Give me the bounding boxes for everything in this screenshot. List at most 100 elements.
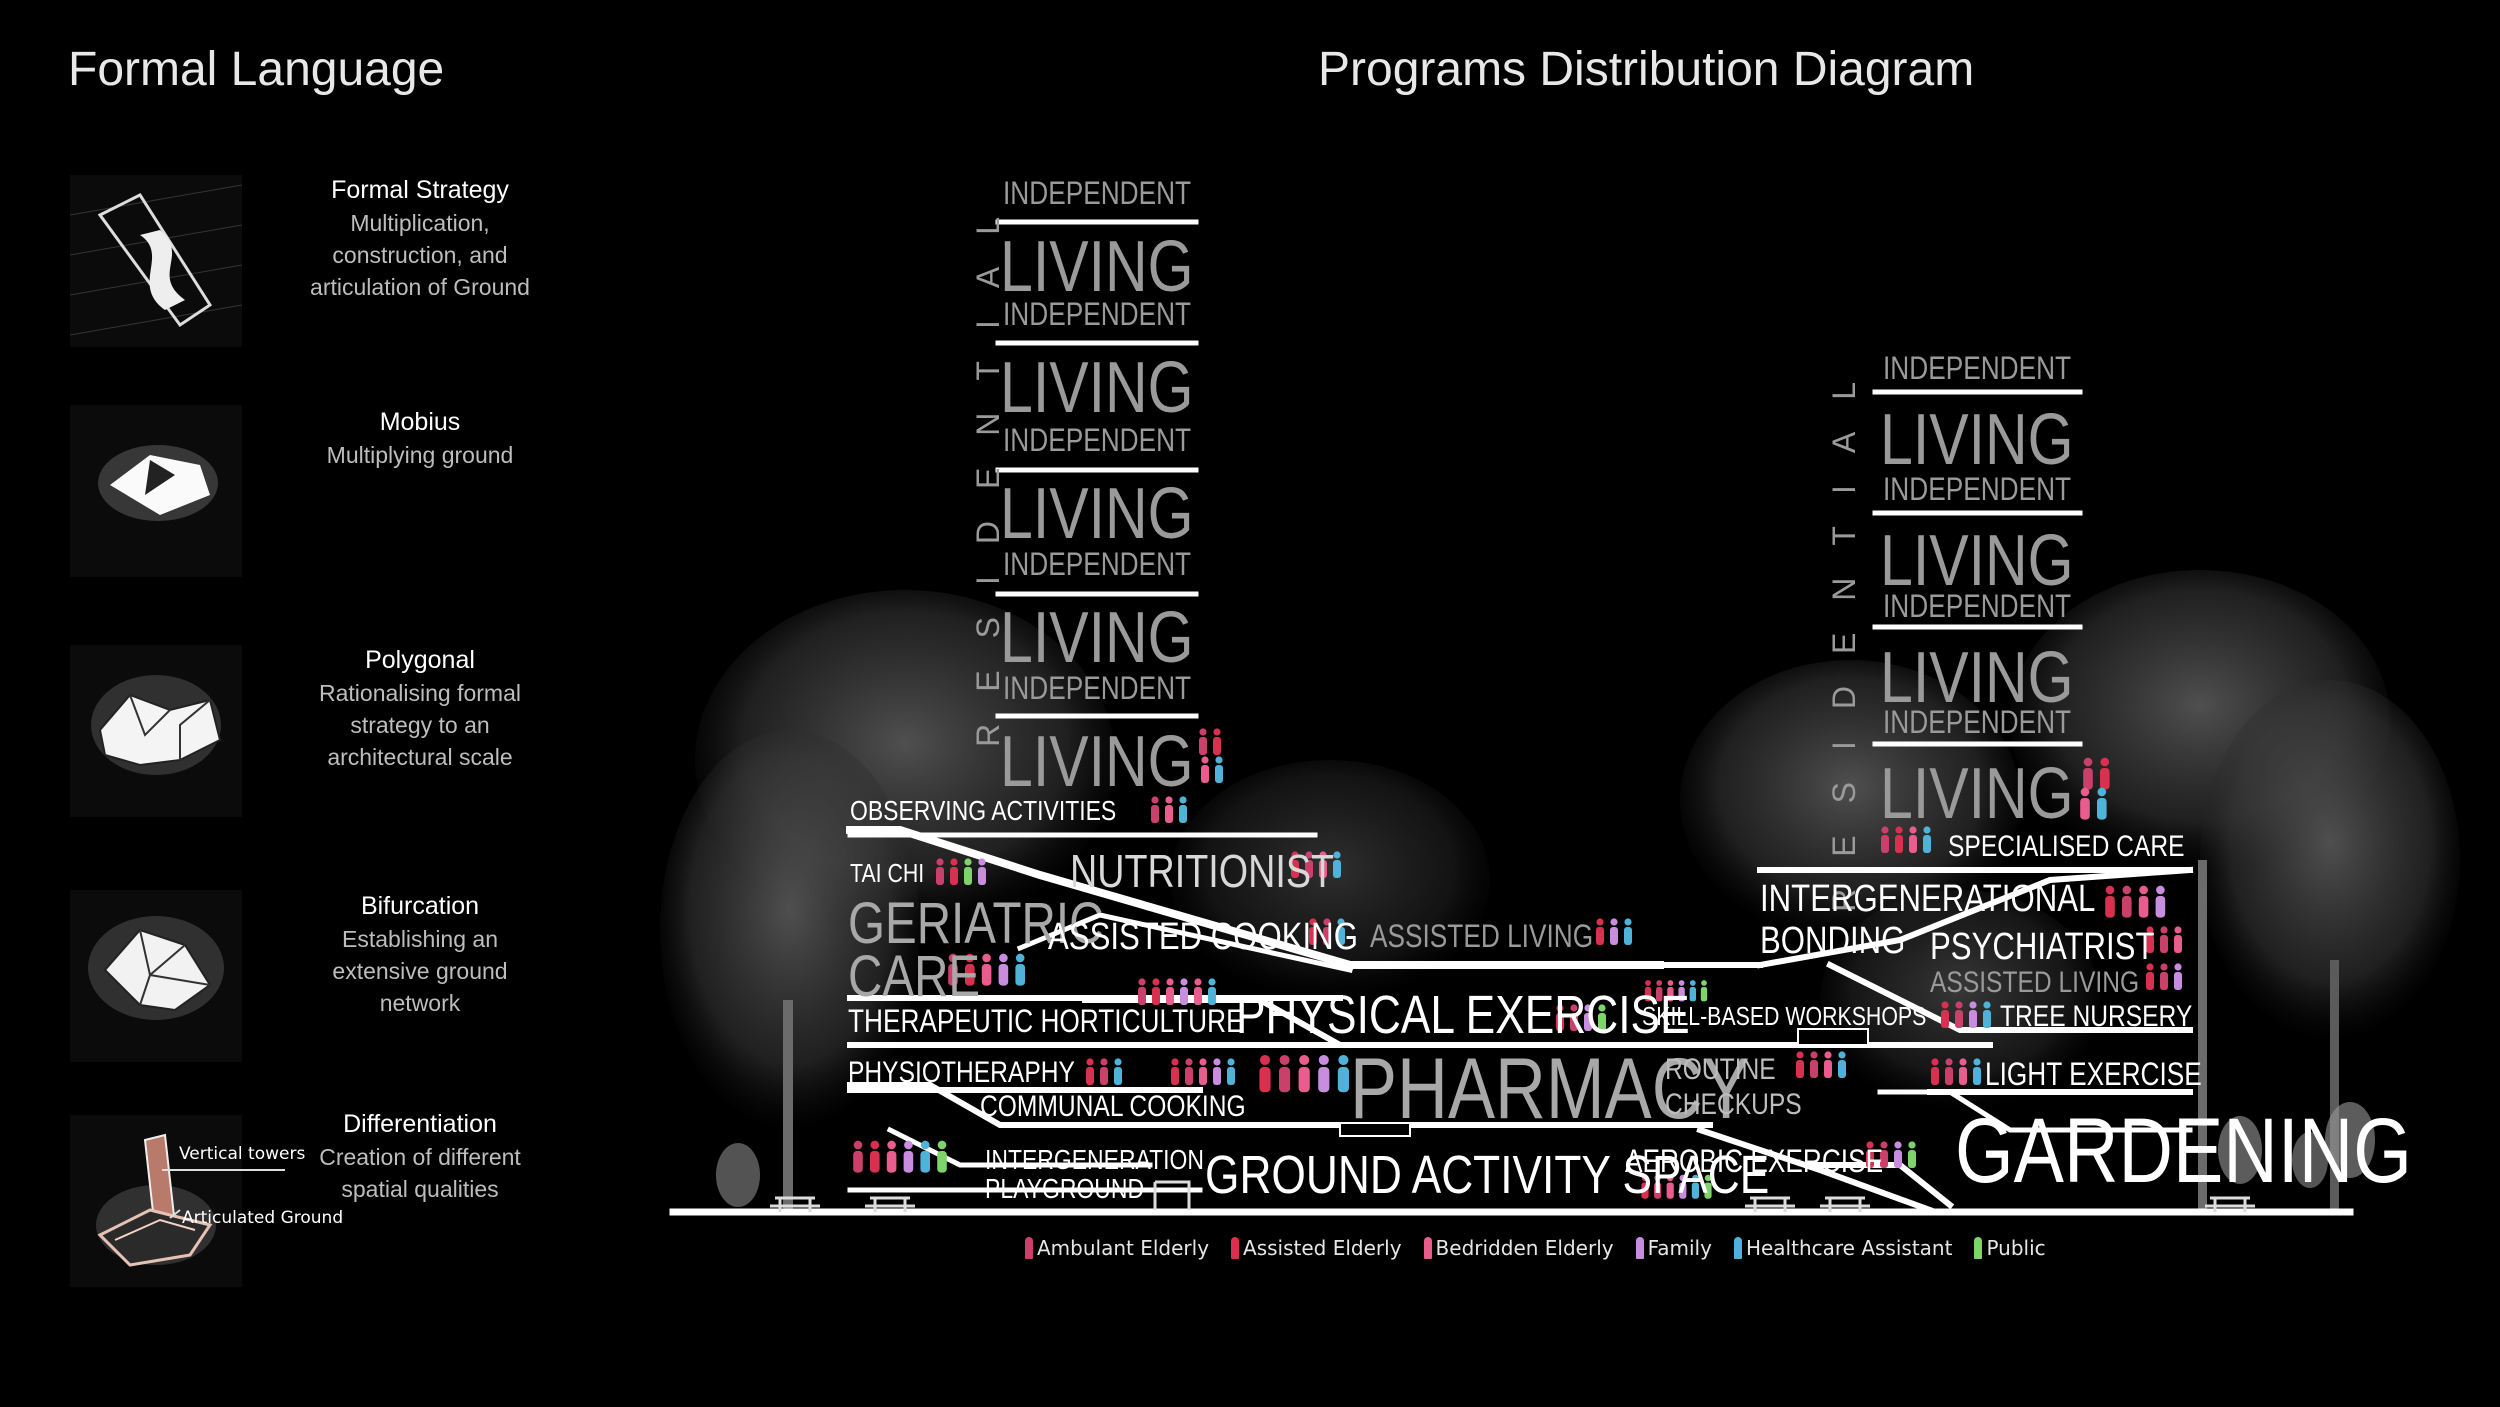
tower-unit-bottom: LIVING (1000, 227, 1194, 307)
person-figure (950, 858, 958, 885)
person-figure (1318, 1054, 1330, 1093)
tower-unit-top: INDEPENDENT (1003, 175, 1192, 211)
person-figure (2160, 963, 2168, 990)
person-figure (1838, 1051, 1846, 1078)
person-figure (1894, 1141, 1902, 1168)
person-figure (2083, 757, 2093, 790)
checkups-label: CHECKUPS (1665, 1088, 1802, 1121)
differentiation-text: Creation of different spatial qualities (319, 1144, 521, 1202)
person-figure (1213, 728, 1221, 755)
person-figure (2105, 885, 2115, 918)
person-figure (981, 953, 992, 986)
formal-language-title: Formal Language (68, 43, 445, 96)
polygonal-form-icon (70, 645, 242, 817)
person-figure (1279, 1054, 1291, 1093)
callout-leader-lines (162, 1169, 285, 1219)
person-figure (1983, 1001, 1991, 1028)
skill-workshops-label: SKILL-BASED WORKSHOPS (1642, 1001, 1927, 1031)
person-figure (1908, 1141, 1916, 1168)
physical-exercise-label: PHYSICAL EXERCISE (1236, 985, 1690, 1045)
assisted-living-label: ASSISTED LIVING (1370, 918, 1594, 954)
tower-unit-bottom: LIVING (1000, 348, 1194, 428)
legend-item: Family (1635, 1236, 1712, 1260)
person-figure (1185, 1058, 1193, 1085)
legend-label: Assisted Elderly (1243, 1236, 1402, 1260)
bifurcation-form-icon (70, 890, 242, 1062)
bedridden-elderly-swatch (1423, 1237, 1432, 1259)
people-figures (853, 728, 2182, 1199)
tower-unit-top: INDEPENDENT (1003, 670, 1192, 706)
person-figure (2138, 885, 2149, 918)
observing-activities-label: OBSERVING ACTIVITIES (850, 795, 1117, 826)
intergenerational-label: INTERGENERATIONAL (1760, 878, 2096, 920)
therapeutic-horticulture-label: THERAPEUTIC HORTICULTURE (848, 1003, 1244, 1039)
differentiation-model-icon (70, 1115, 242, 1287)
person-figure (948, 953, 958, 986)
person-figure (1866, 1141, 1874, 1168)
person-figure (1309, 918, 1317, 945)
legend-item: Ambulant Elderly (1025, 1236, 1209, 1260)
person-figure (2160, 926, 2168, 953)
tower-unit-top: INDEPENDENT (1003, 296, 1192, 332)
person-figure (1973, 1058, 1981, 1085)
tower-unit-bottom: LIVING (1000, 598, 1194, 678)
person-figure (1319, 851, 1327, 878)
tree-nursery-label: TREE NURSERY (2000, 1000, 2193, 1033)
specialised-care-label: SPECIALISED CARE (1948, 830, 2185, 863)
person-figure (1666, 1174, 1674, 1199)
formal-strategy-text: Multiplication, construction, and articu… (310, 210, 530, 300)
person-figure (1969, 1001, 1977, 1028)
person-figure (2100, 757, 2110, 790)
right-tower-unit-bottom: LIVING (1880, 521, 2074, 601)
person-figure (2155, 885, 2166, 918)
legend-item: Bedridden Elderly (1423, 1236, 1614, 1260)
person-figure (1305, 851, 1313, 878)
bonding-label: BONDING (1760, 920, 1906, 962)
legend: Ambulant Elderly Assisted Elderly Bedrid… (1025, 1236, 2046, 1260)
ambulant-elderly-swatch (1025, 1237, 1033, 1259)
person-figure (1641, 1174, 1649, 1199)
person-figure (1689, 980, 1696, 1002)
person-figure (1259, 1054, 1271, 1093)
person-figure (1152, 978, 1160, 1005)
person-figure (964, 858, 972, 885)
person-figure (1909, 826, 1917, 853)
person-figure (1291, 851, 1299, 878)
person-figure (2146, 926, 2154, 953)
person-figure (1584, 1004, 1592, 1031)
legend-label: Family (1647, 1236, 1712, 1260)
person-figure (1215, 756, 1223, 783)
person-figure (1955, 1001, 1963, 1028)
right-tower-unit-bottom: LIVING (1880, 754, 2074, 834)
person-figure (1796, 1051, 1804, 1078)
person-figure (1959, 1058, 1967, 1085)
tower-unit-bottom: LIVING (1000, 474, 1194, 554)
legend-label: Public (1986, 1236, 2046, 1260)
person-figure (1180, 978, 1188, 1005)
person-figure (1337, 1054, 1349, 1093)
person-figure (1881, 826, 1889, 853)
person-figure (1810, 1051, 1818, 1078)
person-figure (1679, 1174, 1687, 1199)
person-figure (1199, 1058, 1207, 1085)
legend-label: Ambulant Elderly (1037, 1236, 1210, 1260)
legend-item: Public (1974, 1236, 2046, 1260)
person-figure (1114, 1058, 1122, 1085)
care-label: CARE (848, 944, 981, 1009)
person-figure (2122, 885, 2132, 918)
right-tower-unit-top: INDEPENDENT (1883, 471, 2072, 507)
person-figure (1323, 918, 1331, 945)
person-figure (1086, 1058, 1094, 1085)
person-figure (1015, 953, 1025, 986)
articulated-ground-callout: Articulated Ground (182, 1208, 344, 1228)
routine-label: ROUTINE (1665, 1053, 1776, 1086)
floor-plates (669, 219, 2354, 1216)
communal-cooking-label: COMMUNAL COOKING (980, 1090, 1246, 1123)
light-exercise-label: LIGHT EXERCISE (1985, 1056, 2202, 1092)
healthcare-assistant-swatch (1733, 1237, 1742, 1259)
person-figure (1166, 978, 1174, 1005)
person-figure (1199, 728, 1207, 755)
person-figure (998, 953, 1009, 986)
person-figure (1337, 918, 1345, 945)
person-figure (1667, 980, 1674, 1002)
